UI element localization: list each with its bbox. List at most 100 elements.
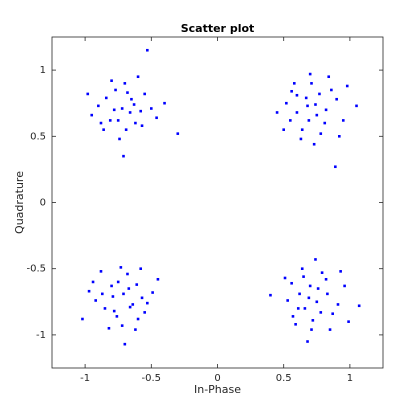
point <box>331 312 334 316</box>
point <box>304 96 308 100</box>
point <box>318 92 321 96</box>
point <box>163 101 166 105</box>
point <box>345 84 349 88</box>
point <box>130 97 133 101</box>
point <box>289 119 292 122</box>
point <box>310 82 313 85</box>
point <box>339 270 342 273</box>
point <box>290 89 293 93</box>
point <box>294 323 297 326</box>
point <box>97 104 100 108</box>
point <box>156 277 160 281</box>
point <box>120 324 124 327</box>
x-axis-label: In-Phase <box>194 383 241 396</box>
point <box>341 119 345 122</box>
point <box>316 287 320 290</box>
point <box>136 75 140 79</box>
point <box>302 275 305 278</box>
point <box>327 75 331 79</box>
point <box>108 119 112 122</box>
point <box>102 128 105 131</box>
point <box>300 267 304 270</box>
point <box>315 300 319 304</box>
point <box>114 88 117 92</box>
point <box>91 280 95 284</box>
point <box>135 283 139 286</box>
point <box>291 315 295 318</box>
point <box>315 113 319 117</box>
point <box>110 284 113 288</box>
point <box>123 342 127 346</box>
point <box>335 97 338 101</box>
point <box>146 48 149 52</box>
point <box>134 328 137 331</box>
point <box>139 109 143 113</box>
point <box>115 315 119 318</box>
point <box>307 119 311 122</box>
point <box>343 284 346 288</box>
point <box>308 72 312 76</box>
point <box>307 296 311 300</box>
point <box>336 303 340 306</box>
point <box>338 135 341 138</box>
point <box>282 128 285 131</box>
point <box>176 132 180 135</box>
point <box>128 111 132 114</box>
point <box>275 111 279 114</box>
point <box>99 270 103 273</box>
y-tick-label: -1 <box>36 330 46 341</box>
point <box>303 307 307 310</box>
point <box>286 299 289 302</box>
point <box>308 284 312 288</box>
x-tick-label: -0.5 <box>142 373 162 384</box>
point <box>290 281 293 285</box>
point <box>126 272 129 276</box>
point <box>347 320 350 323</box>
x-tick-label: 1 <box>347 373 353 384</box>
point <box>110 79 113 82</box>
point <box>107 326 111 330</box>
point <box>124 128 128 131</box>
point <box>139 267 143 270</box>
point <box>94 299 97 302</box>
point <box>334 165 337 169</box>
point <box>326 292 329 296</box>
point <box>295 111 299 114</box>
point <box>319 311 323 314</box>
point <box>324 277 328 281</box>
point <box>131 303 135 306</box>
point <box>122 154 125 158</box>
x-tick-label: 0 <box>214 373 220 384</box>
point <box>128 305 132 309</box>
point <box>120 107 124 110</box>
point <box>324 108 328 112</box>
point <box>112 309 116 313</box>
point <box>143 311 146 314</box>
point <box>104 96 108 100</box>
point <box>146 301 149 305</box>
point <box>81 317 84 321</box>
point <box>300 128 304 131</box>
point <box>355 104 358 108</box>
point <box>323 121 327 125</box>
y-tick-label: -0.5 <box>26 264 46 275</box>
point <box>140 124 144 128</box>
point <box>126 91 129 94</box>
point <box>122 292 125 296</box>
point <box>312 142 316 146</box>
point <box>357 304 361 308</box>
point <box>299 137 303 141</box>
point <box>269 293 272 297</box>
point <box>136 317 140 321</box>
x-tick-label: 0.5 <box>276 373 292 384</box>
point <box>306 340 309 343</box>
point <box>101 292 104 296</box>
point <box>314 258 317 261</box>
point <box>111 295 115 298</box>
point <box>99 121 103 125</box>
point <box>116 119 120 122</box>
chart-title: Scatter plot <box>181 22 255 35</box>
point <box>311 319 315 322</box>
